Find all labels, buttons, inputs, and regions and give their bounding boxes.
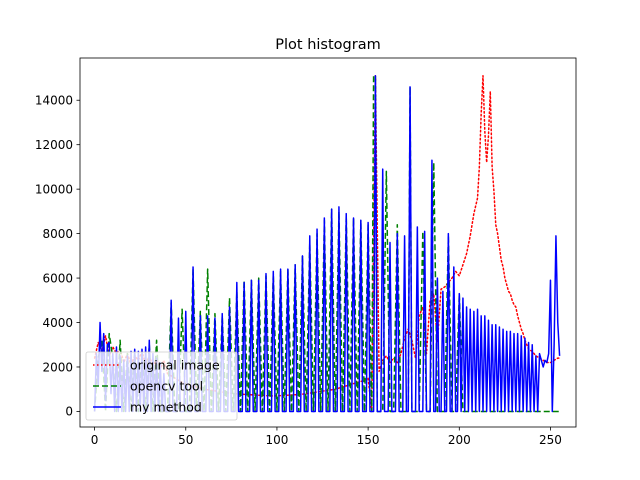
y-axis-ticks: 0 2000 4000 6000 8000 10000 12000 14000 [35, 94, 80, 419]
legend-label-original-image: original image [130, 358, 220, 373]
legend: original image opencv tool my method [85, 351, 238, 421]
axes-frame [79, 57, 577, 428]
x-tick-label: 100 [265, 433, 288, 447]
y-tick-label: 0 [65, 405, 73, 419]
y-tick-label: 14000 [35, 94, 73, 108]
x-tick-label: 200 [448, 433, 471, 447]
x-tick-label: 50 [178, 433, 193, 447]
y-tick-label: 8000 [42, 227, 73, 241]
x-axis-ticks: 0 50 100 150 200 250 [91, 427, 562, 447]
x-tick-label: 150 [357, 433, 380, 447]
y-tick-label: 2000 [42, 360, 73, 374]
x-tick-label: 250 [539, 433, 562, 447]
x-tick-label: 0 [91, 433, 99, 447]
y-tick-label: 4000 [42, 316, 73, 330]
y-tick-label: 10000 [35, 182, 73, 196]
legend-label-opencv-tool: opencv tool [130, 379, 203, 394]
legend-box [85, 351, 238, 421]
y-tick-label: 6000 [42, 271, 73, 285]
y-tick-label: 12000 [35, 138, 73, 152]
legend-label-my-method: my method [130, 400, 202, 415]
chart-title: Plot histogram [275, 37, 380, 53]
